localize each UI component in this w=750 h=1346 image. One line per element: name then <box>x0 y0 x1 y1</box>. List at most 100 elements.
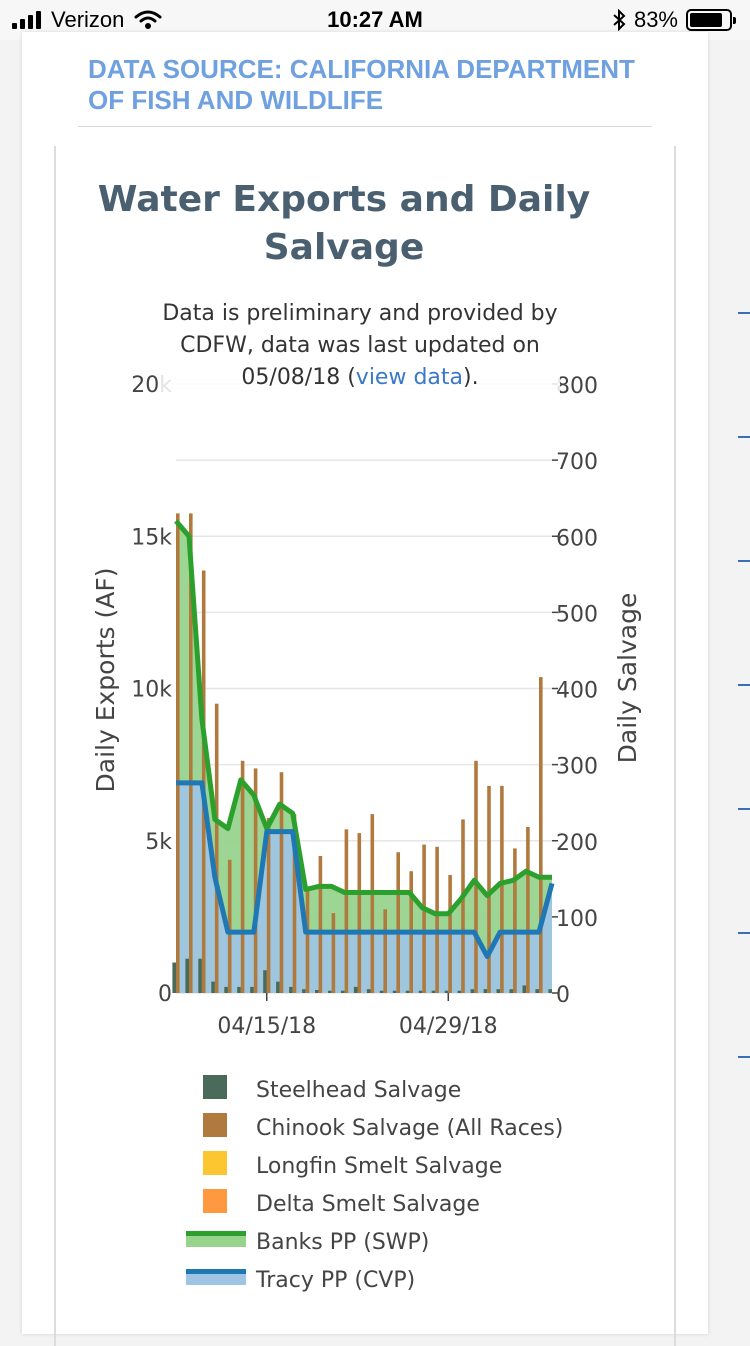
bar-steelhead-salvage <box>379 990 384 993</box>
bar-steelhead-salvage <box>237 986 241 993</box>
bar-chinook-salvage-all-races- <box>396 852 400 993</box>
data-source-header: DATA SOURCE: CALIFORNIA DEPARTMENT OF FI… <box>88 54 635 115</box>
bar-chinook-salvage-all-races- <box>539 677 543 993</box>
bar-steelhead-salvage <box>366 989 371 993</box>
bar-steelhead-salvage <box>289 986 293 993</box>
y2-tick-label: 0 <box>556 983 570 1008</box>
bar-chinook-salvage-all-races- <box>461 819 465 993</box>
bar-steelhead-salvage <box>315 990 319 993</box>
bar-steelhead-salvage <box>328 990 332 993</box>
bar-steelhead-salvage <box>211 981 215 993</box>
bar-chinook-salvage-all-races- <box>305 886 310 993</box>
bar-chinook-salvage-all-races- <box>383 909 387 993</box>
bar-steelhead-salvage <box>405 990 410 993</box>
legend-label: Banks PP (SWP) <box>256 1230 429 1255</box>
carrier-label: Verizon <box>51 7 125 32</box>
line-series <box>174 519 555 959</box>
bar-chinook-salvage-all-races- <box>526 827 530 993</box>
bar-chinook-salvage-all-races- <box>279 772 284 993</box>
bar-chinook-salvage-all-races- <box>487 785 491 993</box>
legend: Steelhead Salvage Chinook Salvage (All Ra… <box>186 1075 563 1293</box>
bar-chinook-salvage-all-races- <box>266 817 271 993</box>
wifi-icon <box>134 10 162 29</box>
bar-chinook-salvage-all-races- <box>331 913 336 993</box>
bar-chinook-salvage-all-races- <box>435 846 439 993</box>
y2-tick-label: 500 <box>556 602 598 627</box>
legend-label: Delta Smelt Salvage <box>256 1192 480 1217</box>
bar-chinook-salvage-all-races- <box>422 844 426 993</box>
bar-steelhead-salvage <box>250 986 254 993</box>
bar-chinook-salvage-all-races- <box>500 785 504 993</box>
bar-steelhead-salvage <box>444 990 449 993</box>
bar-steelhead-salvage <box>548 989 552 993</box>
bar-chinook-salvage-all-races- <box>214 703 219 993</box>
x-tick-label: 04/29/18 <box>399 1014 498 1039</box>
bar-steelhead-salvage <box>302 989 306 993</box>
bar-chinook-salvage-all-races- <box>318 856 323 993</box>
bar-steelhead-salvage <box>353 986 358 993</box>
bar-steelhead-salvage <box>522 985 527 993</box>
bar-steelhead-salvage <box>470 989 475 993</box>
view-data-link[interactable]: view data <box>355 365 464 390</box>
bar-chinook-salvage-all-races- <box>176 513 180 993</box>
chart-subtitle: Data is preliminary and provided by CDFW… <box>160 298 560 394</box>
bar-steelhead-salvage <box>341 990 345 993</box>
legend-swatch <box>203 1189 227 1213</box>
bar-chinook-salvage-all-races- <box>227 859 232 993</box>
y-tick-label: 5k <box>145 830 172 855</box>
y2-tick-label: 600 <box>556 526 598 551</box>
bar-steelhead-salvage <box>198 958 202 993</box>
legend-swatch-fill <box>186 1233 246 1247</box>
bar-steelhead-salvage <box>185 958 189 993</box>
bar-chinook-salvage-all-races- <box>357 833 362 993</box>
page-panel: DATA SOURCE: CALIFORNIA DEPARTMENT OF FI… <box>22 32 708 1346</box>
divider <box>78 126 652 127</box>
bar-steelhead-salvage <box>418 990 423 993</box>
bar-steelhead-salvage <box>457 990 462 993</box>
y-axis-title: Daily Exports (AF) <box>91 568 120 793</box>
line-banks-pp-swp- <box>174 519 552 917</box>
legend-swatch-line <box>186 1231 246 1236</box>
y2-tick-label: 400 <box>556 679 598 704</box>
y2-tick-label: 300 <box>556 755 598 780</box>
y-tick-label: 0 <box>158 982 172 1007</box>
bar-steelhead-salvage <box>392 990 397 993</box>
bar-chinook-salvage-all-races- <box>253 768 258 993</box>
bar-steelhead-salvage <box>224 986 228 993</box>
bar-steelhead-salvage <box>483 989 488 993</box>
legend-label: Chinook Salvage (All Races) <box>256 1116 563 1141</box>
line-tracy-pp-cvp- <box>176 780 555 959</box>
y-tick-label: 10k <box>131 678 172 703</box>
bar-steelhead-salvage <box>263 970 267 993</box>
chart-card <box>54 146 676 1346</box>
bar-steelhead-salvage <box>276 981 280 993</box>
signal-icon <box>12 11 41 29</box>
legend-swatch <box>203 1151 227 1175</box>
battery-icon <box>686 9 736 31</box>
bar-chinook-salvage-all-races- <box>189 513 193 993</box>
subtitle-text: Data is preliminary and provided by CDFW… <box>162 301 558 390</box>
battery-percent: 83% <box>633 7 678 32</box>
legend-swatch <box>203 1075 227 1099</box>
x-tick-label: 04/15/18 <box>217 1014 316 1039</box>
bar-chinook-salvage-all-races- <box>370 814 375 993</box>
chart-title: Water Exports and Daily Salvage <box>97 179 591 268</box>
bar-chinook-salvage-all-races- <box>344 829 349 993</box>
bar-steelhead-salvage <box>535 989 539 993</box>
clock: 10:27 AM <box>327 7 423 32</box>
bar-chinook-salvage-all-races- <box>240 760 245 993</box>
y-tick-label: 15k <box>131 525 172 550</box>
bar-steelhead-salvage <box>496 989 501 993</box>
legend-label: Steelhead Salvage <box>256 1078 461 1103</box>
legend-swatch <box>203 1113 227 1137</box>
legend-swatch-line <box>186 1269 246 1274</box>
bar-chinook-salvage-all-races- <box>513 848 517 993</box>
subtitle-end: ). <box>463 365 479 390</box>
bar-chinook-salvage-all-races- <box>474 760 478 993</box>
bar-steelhead-salvage <box>431 990 436 993</box>
y2-axis-title: Daily Salvage <box>613 593 642 764</box>
y2-tick-label: 800 <box>556 374 598 399</box>
area-banks-pp-swp- <box>176 521 552 993</box>
y2-tick-label: 100 <box>556 907 598 932</box>
